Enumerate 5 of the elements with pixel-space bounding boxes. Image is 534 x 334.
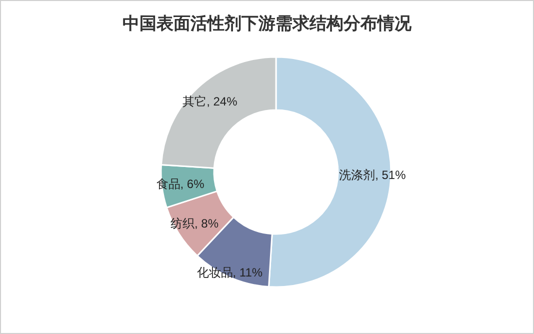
slice-label: 洗涤剂, 51% — [339, 168, 406, 182]
slice-label: 纺织, 8% — [170, 216, 219, 231]
slice-label: 食品, 6% — [156, 177, 205, 192]
slice-label: 其它, 24% — [182, 94, 238, 109]
chart-title: 中国表面活性剂下游需求结构分布情况 — [122, 14, 412, 33]
